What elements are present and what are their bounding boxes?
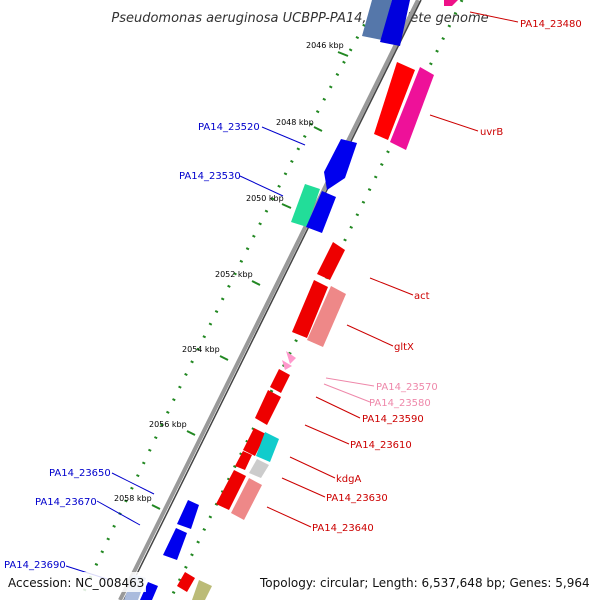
gene-pa14-23670 [163,528,187,560]
gene-pa14-23520 [324,139,357,190]
gene-kdgA [249,459,269,478]
gene-label-pa14-23610: PA14_23610 [350,440,412,451]
gene-label-pa14-23640: PA14_23640 [312,523,374,534]
reverse-genes [177,0,458,600]
scale-label: 2050 kbp [246,194,284,203]
gene-pa14-23690 [140,582,158,600]
gene-blue-top [380,0,410,46]
footer-bg-left [4,572,146,592]
gene-uvrB-pink [390,67,434,150]
scale-label: 2056 kbp [149,420,187,429]
scale-label: 2054 kbp [182,345,220,354]
gene-gltX-pink [307,286,346,347]
gene-uvrB [374,62,415,140]
gene-pa14-23530 [306,191,336,233]
gene-label-pa14-23630: PA14_23630 [326,493,388,504]
gene-label-uvrB: uvrB [480,127,503,138]
scale-labels: 2046 kbp 2048 kbp 2050 kbp 2052 kbp 2054… [114,41,349,510]
genome-backbone [118,0,420,600]
gene-olive-bottom [192,580,212,600]
gene-label-pa14-23650: PA14_23650 [49,468,111,479]
gene-label-pa14-23690: PA14_23690 [4,560,66,571]
gene-pa14-23610-small [235,451,252,470]
gene-label-pa14-23530: PA14_23530 [179,171,241,182]
scale-label: 2048 kbp [276,118,314,127]
gene-pa14-23580 [282,360,292,370]
gene-pa14-23610 [255,390,281,425]
gene-act [317,242,345,280]
gene-label-pa14-23670: PA14_23670 [35,497,97,508]
accession-label: Accession: NC_008463 [8,576,144,590]
gene-label-act: act [414,291,430,302]
gene-pa14-23650 [177,500,199,529]
gene-label-pa14-23570: PA14_23570 [376,382,438,393]
gene-label-pa14-23580: PA14_23580 [369,398,431,409]
scale-label: 2046 kbp [306,41,344,50]
genome-backbone-shadow [123,0,422,600]
gene-label-kdgA: kdgA [336,474,361,485]
gene-pa14-23570 [286,351,296,364]
gene-labels: PA14_23480 uvrB PA14_23520 PA14_23530 ac… [4,19,582,571]
scale-label: 2058 kbp [114,494,152,503]
map-title: Pseudomonas aeruginosa UCBPP-PA14, compl… [111,11,488,26]
footer-bg-right [256,572,596,592]
gene-red-bottom [177,572,195,592]
gene-gltX [292,280,328,338]
gene-pa14-23590 [270,369,290,393]
label-leaders [65,11,519,581]
gene-kdgA-cyan [256,432,279,462]
genome-summary: Topology: circular; Length: 6,537,648 bp… [259,576,590,590]
gene-pa14-23630 [216,470,246,510]
gene-label-pa14-23520: PA14_23520 [198,122,260,133]
gene-pa14-23640 [231,478,262,520]
forward-genes [124,0,410,600]
gene-pa14-23480 [444,0,458,6]
gene-label-gltX: gltX [394,342,414,353]
scale-label: 2052 kbp [215,270,253,279]
gene-label-pa14-23480: PA14_23480 [520,19,582,30]
gene-pa14-23530-green [291,184,320,227]
gene-red-small [243,428,266,456]
gene-label-pa14-23590: PA14_23590 [362,414,424,425]
